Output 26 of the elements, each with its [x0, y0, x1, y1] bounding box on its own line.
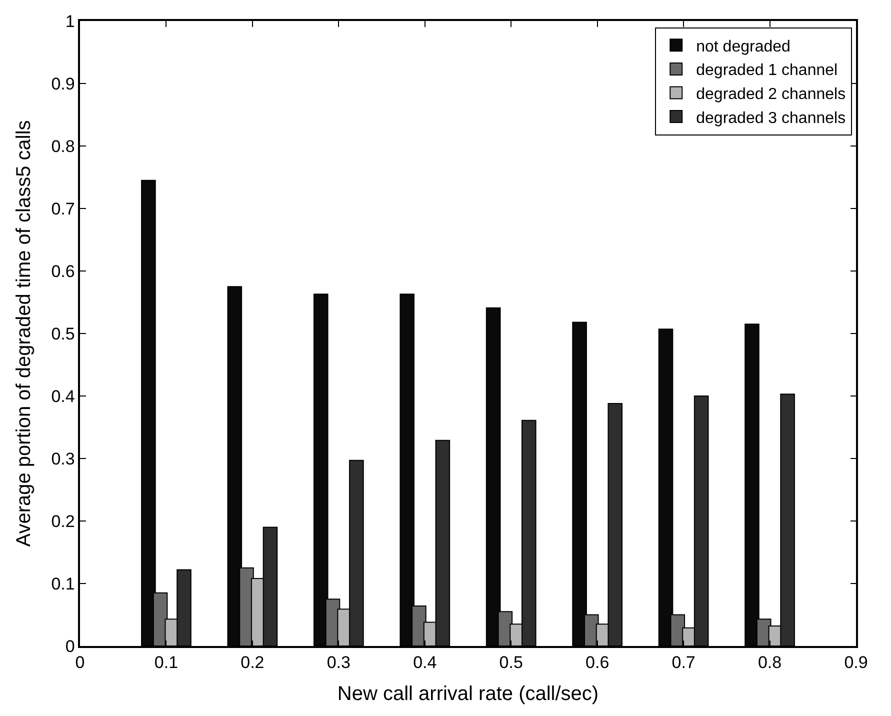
x-tick-label: 0.1: [154, 653, 178, 672]
x-tick-label: 0.5: [499, 653, 523, 672]
y-tick-label: 0: [65, 636, 75, 656]
legend-label: degraded 2 channels: [696, 86, 846, 103]
x-tick-label: 0.3: [326, 653, 350, 672]
y-tick-label: 0.4: [51, 386, 75, 406]
x-tick-label: 0.7: [672, 653, 696, 672]
y-tick-label: 0.6: [51, 262, 75, 281]
y-tick-label: 0.8: [51, 136, 75, 156]
y-tick-label: 0.5: [51, 324, 75, 344]
y-tick-label: 0.9: [51, 74, 75, 94]
x-axis-title: New call arrival rate (call/sec): [337, 683, 599, 706]
y-tick-label: 0.2: [51, 512, 75, 531]
y-tick-label: 0.1: [51, 574, 75, 594]
x-tick-label: 0.2: [240, 653, 264, 672]
x-tick-label: 0.8: [758, 653, 782, 672]
y-tick-label: 1: [65, 12, 75, 31]
y-tick-label: 0.7: [51, 199, 75, 218]
legend-label: degraded 1 channel: [696, 62, 838, 80]
legend-label: not degraded: [696, 38, 790, 56]
y-axis-title: Average portion of degraded time of class5 calls: [13, 120, 36, 547]
x-tick-label: 0.9: [844, 653, 868, 672]
x-tick-label: 0.4: [413, 653, 437, 672]
legend-label: degraded 3 channels: [696, 110, 846, 127]
x-tick-label: 0.6: [586, 653, 610, 672]
y-tick-label: 0.3: [51, 449, 75, 468]
